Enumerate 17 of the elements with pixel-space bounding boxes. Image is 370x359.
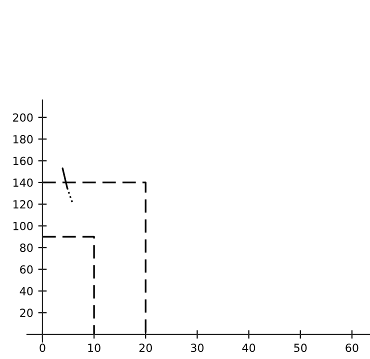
x-tick-label: 20 bbox=[139, 344, 152, 352]
y-tick-label: 20 bbox=[20, 308, 33, 318]
x-tick-label: 60 bbox=[346, 344, 358, 352]
y-tick-label: 100 bbox=[13, 222, 33, 230]
x-tick-label: 30 bbox=[190, 344, 204, 352]
x-tick-label: 10 bbox=[88, 344, 100, 352]
y-tick-label: 180 bbox=[13, 135, 33, 144]
y-tick-label: 120 bbox=[13, 200, 33, 209]
x-tick-label: 50 bbox=[294, 344, 307, 352]
y-tick-label: 200 bbox=[13, 113, 33, 122]
x-tick-label: 40 bbox=[242, 344, 256, 352]
y-tick-label: 40 bbox=[20, 286, 33, 296]
y-tick-label: 140 bbox=[13, 178, 33, 187]
x-tick-label: 0 bbox=[40, 344, 46, 352]
y-tick-label: 60 bbox=[20, 265, 33, 274]
y-tick-label: 160 bbox=[13, 156, 33, 166]
y-tick-label: 80 bbox=[20, 244, 33, 252]
